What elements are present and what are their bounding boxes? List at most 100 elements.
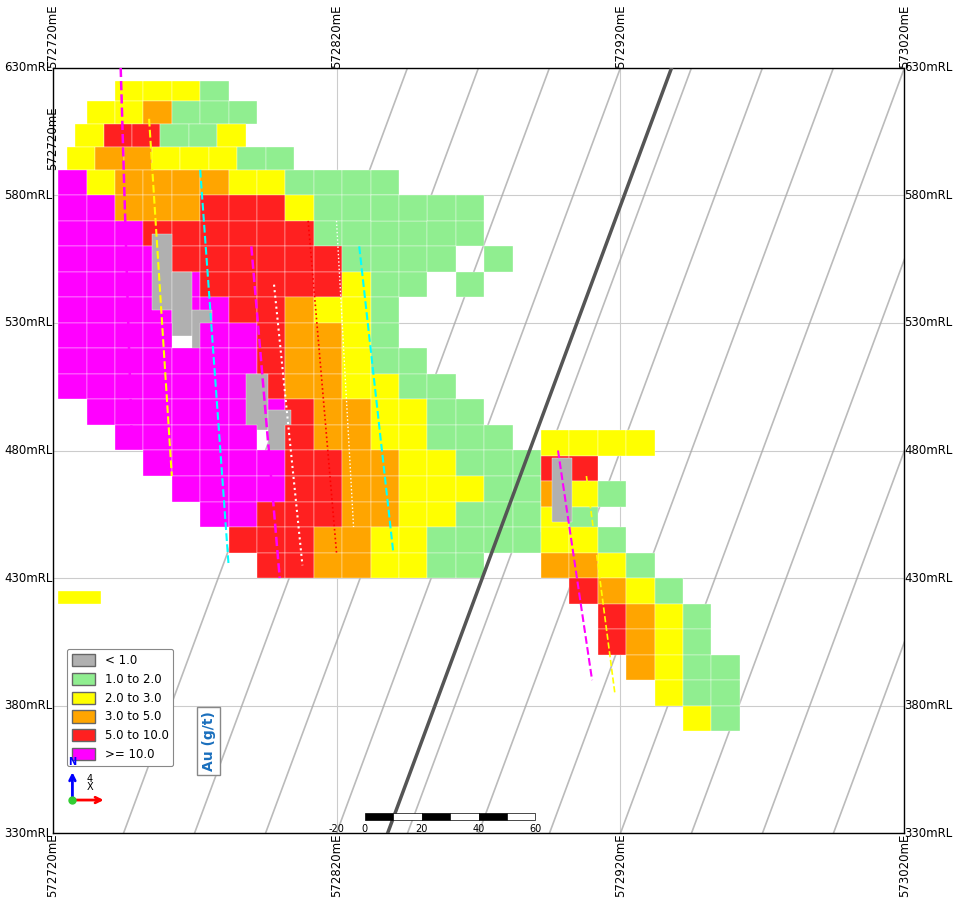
Bar: [422, 813, 450, 821]
Bar: [172, 374, 200, 399]
Bar: [257, 552, 285, 578]
Bar: [229, 196, 257, 221]
Bar: [257, 246, 285, 272]
Bar: [569, 506, 598, 532]
Bar: [541, 456, 569, 481]
Bar: [370, 425, 399, 450]
Bar: [257, 476, 285, 502]
Bar: [268, 410, 291, 456]
Bar: [370, 374, 399, 399]
Bar: [87, 323, 115, 349]
Bar: [541, 527, 569, 552]
Bar: [58, 323, 87, 349]
Bar: [484, 450, 513, 476]
Bar: [428, 450, 456, 476]
Bar: [343, 221, 370, 246]
Bar: [200, 246, 229, 272]
Bar: [569, 578, 598, 604]
Bar: [200, 272, 229, 297]
Bar: [655, 655, 683, 680]
Bar: [58, 374, 87, 399]
Bar: [399, 552, 428, 578]
Bar: [152, 147, 180, 170]
Bar: [172, 246, 200, 272]
Bar: [172, 272, 191, 336]
Bar: [144, 221, 172, 246]
Bar: [144, 374, 172, 399]
Bar: [257, 399, 285, 425]
Bar: [229, 170, 257, 196]
Bar: [456, 272, 484, 297]
Bar: [343, 502, 370, 527]
Bar: [314, 196, 343, 221]
Bar: [513, 476, 541, 502]
Text: 572820mE: 572820mE: [330, 833, 343, 896]
Bar: [598, 629, 626, 655]
Bar: [343, 196, 370, 221]
Bar: [200, 80, 229, 101]
Bar: [237, 147, 265, 170]
Bar: [456, 221, 484, 246]
Bar: [370, 221, 399, 246]
Bar: [484, 425, 513, 450]
Bar: [132, 124, 161, 147]
Text: 480mRL: 480mRL: [904, 444, 953, 457]
Bar: [370, 552, 399, 578]
Bar: [456, 476, 484, 502]
Bar: [428, 196, 456, 221]
Bar: [314, 272, 343, 297]
Bar: [370, 399, 399, 425]
Bar: [370, 297, 399, 323]
Bar: [626, 655, 655, 680]
Bar: [569, 481, 598, 506]
Bar: [399, 246, 428, 272]
Bar: [257, 221, 285, 246]
Bar: [257, 450, 285, 476]
Bar: [314, 297, 343, 323]
Text: 572920mE: 572920mE: [614, 5, 627, 68]
Bar: [229, 246, 257, 272]
Bar: [541, 502, 569, 527]
Bar: [217, 124, 246, 147]
Bar: [456, 399, 484, 425]
Bar: [393, 813, 422, 821]
Bar: [552, 458, 572, 522]
Bar: [67, 147, 95, 170]
Bar: [152, 233, 172, 310]
Bar: [626, 578, 655, 604]
Bar: [507, 813, 535, 821]
Bar: [370, 450, 399, 476]
Bar: [200, 425, 229, 450]
Text: 430mRL: 430mRL: [4, 571, 53, 585]
Bar: [115, 399, 144, 425]
Bar: [257, 323, 285, 349]
Bar: [314, 221, 343, 246]
Bar: [144, 80, 172, 101]
Bar: [285, 221, 314, 246]
Text: 573020mE: 573020mE: [898, 5, 911, 68]
Bar: [285, 527, 314, 552]
Bar: [229, 272, 257, 297]
Bar: [200, 297, 229, 323]
Bar: [626, 604, 655, 629]
Bar: [229, 297, 257, 323]
Bar: [87, 272, 115, 297]
Bar: [265, 147, 294, 170]
Bar: [399, 196, 428, 221]
Bar: [456, 552, 484, 578]
Bar: [172, 101, 200, 124]
Bar: [598, 430, 626, 456]
Bar: [87, 374, 115, 399]
Bar: [598, 604, 626, 629]
Bar: [569, 527, 598, 552]
Text: 4: 4: [87, 774, 93, 784]
Bar: [450, 813, 478, 821]
Bar: [172, 170, 200, 196]
Bar: [343, 297, 370, 323]
Bar: [58, 591, 100, 604]
Bar: [58, 221, 87, 246]
Bar: [598, 552, 626, 578]
Bar: [285, 272, 314, 297]
Bar: [115, 221, 144, 246]
Bar: [370, 246, 399, 272]
